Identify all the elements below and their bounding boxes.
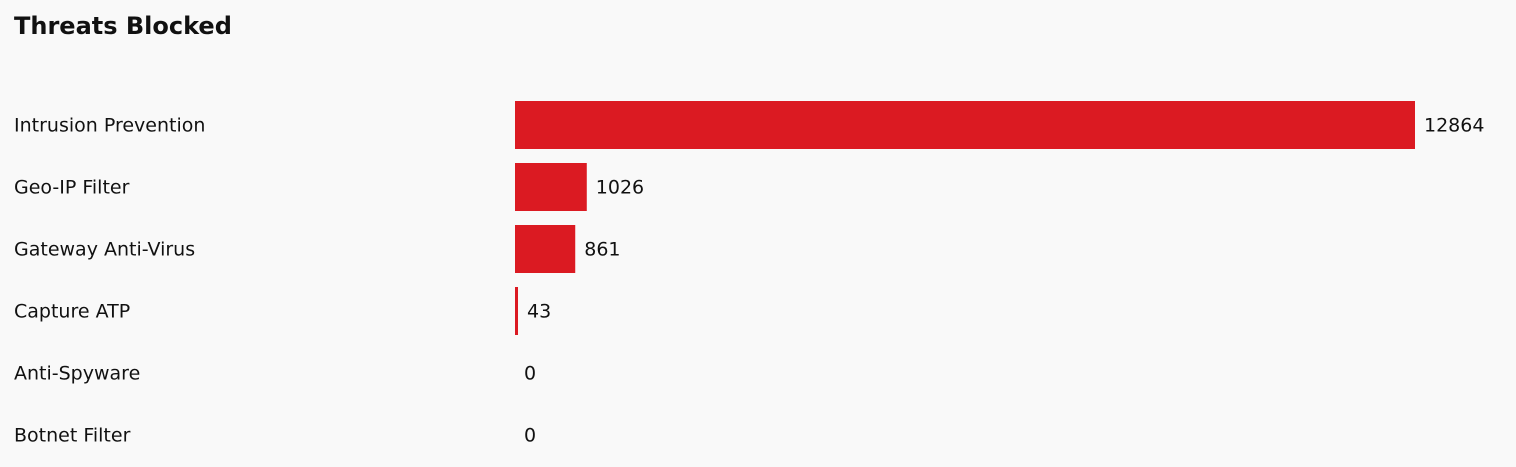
category-label: Anti-Spyware (14, 363, 140, 385)
value-label: 861 (584, 239, 620, 261)
value-label: 0 (524, 425, 536, 447)
category-label: Capture ATP (14, 301, 130, 323)
value-label: 43 (527, 301, 551, 323)
category-label: Botnet Filter (14, 425, 131, 447)
value-label: 12864 (1424, 115, 1484, 137)
bar (515, 225, 576, 273)
chart-title: Threats Blocked (14, 12, 232, 40)
category-label: Intrusion Prevention (14, 115, 205, 137)
category-label: Gateway Anti-Virus (14, 239, 195, 261)
category-label: Geo-IP Filter (14, 177, 130, 199)
value-label: 1026 (596, 177, 644, 199)
value-label: 0 (524, 363, 536, 385)
bar (515, 101, 1415, 149)
bar (515, 287, 519, 335)
bar (515, 163, 587, 211)
